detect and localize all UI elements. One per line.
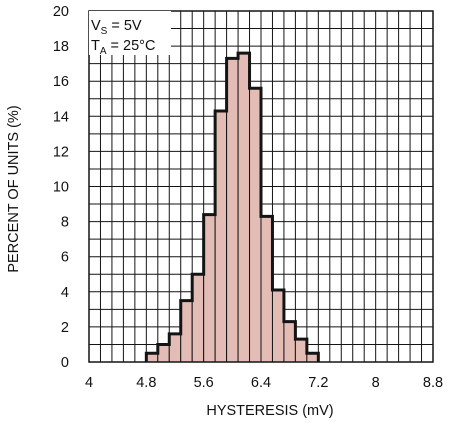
- x-tick-label: 8: [372, 375, 380, 391]
- y-tick-label: 8: [61, 215, 69, 231]
- annotation-supply-voltage: VS = 5V: [91, 18, 142, 37]
- y-tick-labels: 0 2 4 6 8 10 12 14 16 18 20: [53, 4, 69, 371]
- histogram-bar: [249, 87, 262, 363]
- x-tick-label: 4.8: [136, 375, 156, 391]
- x-tick-labels: 4 4.8 5.6 6.4 7.2 8 8.8: [85, 375, 443, 391]
- x-tick-label: 6.4: [251, 375, 271, 391]
- y-tick-label: 2: [61, 320, 69, 336]
- x-axis-title: HYSTERESIS (mV): [206, 403, 333, 419]
- plot-frame: [88, 10, 434, 363]
- histogram-bar: [283, 321, 296, 363]
- y-tick-label: 14: [53, 109, 69, 125]
- y-tick-label: 16: [53, 74, 69, 90]
- y-axis-title: PERCENT OF UNITS (%): [6, 105, 22, 272]
- y-tick-label: 12: [53, 144, 69, 160]
- histogram-bar: [180, 300, 193, 363]
- histogram-bar: [168, 333, 182, 363]
- histogram-bar: [214, 110, 228, 363]
- y-tick-label: 10: [53, 180, 69, 196]
- histogram-bar: [191, 273, 205, 363]
- x-tick-label: 7.2: [308, 375, 328, 391]
- histogram-bar: [203, 214, 216, 363]
- annotation-temperature: TA = 25°C: [91, 38, 155, 57]
- histogram-outline: [144, 51, 320, 362]
- histogram-bar: [157, 343, 170, 363]
- histogram-bar: [271, 289, 285, 363]
- x-tick-label: 5.6: [194, 375, 214, 391]
- y-tick-label: 20: [53, 4, 69, 20]
- annotation-box: [89, 11, 171, 55]
- histogram-bars: [145, 52, 319, 363]
- histogram-bar: [226, 57, 239, 363]
- histogram-bar: [294, 338, 308, 363]
- y-tick-label: 18: [53, 39, 69, 55]
- histogram-bar: [237, 52, 251, 363]
- y-tick-label: 0: [61, 355, 69, 371]
- x-tick-label: 8.8: [423, 375, 443, 391]
- histogram-bar: [260, 215, 273, 363]
- y-tick-label: 4: [61, 285, 69, 301]
- y-tick-label: 6: [61, 250, 69, 266]
- x-tick-label: 4: [85, 375, 93, 391]
